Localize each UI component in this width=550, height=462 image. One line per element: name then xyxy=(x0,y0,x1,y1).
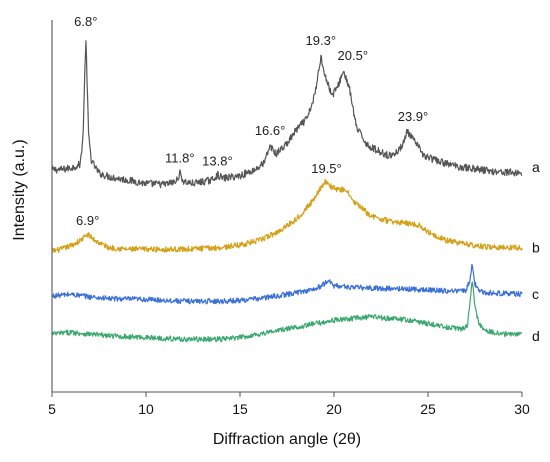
x-tick-label: 5 xyxy=(48,401,56,417)
series-labels: a b c d xyxy=(532,159,540,344)
series-label-a: a xyxy=(532,159,540,175)
peak-annotation: 11.8° xyxy=(165,151,195,166)
series-line-d xyxy=(51,281,523,343)
series-label-b: b xyxy=(532,240,540,256)
peak-annotation: 6.8° xyxy=(74,14,97,29)
peak-annotation: 23.9° xyxy=(398,109,429,124)
x-axis-title: Diffraction angle (2θ) xyxy=(213,431,361,448)
peak-annotation: 20.5° xyxy=(338,48,369,63)
x-ticks xyxy=(51,392,523,397)
peak-annotation: 6.9° xyxy=(76,213,99,228)
peak-annotation: 13.8° xyxy=(202,153,233,168)
x-tick-label: 15 xyxy=(232,401,248,417)
peak-annotation: 19.3° xyxy=(306,33,337,48)
x-tick-label: 25 xyxy=(420,401,436,417)
series-line-a xyxy=(51,40,523,189)
series-label-d: d xyxy=(532,328,540,344)
y-axis-title: Intensity (a.u.) xyxy=(11,139,28,240)
series-line-c xyxy=(51,263,523,305)
x-tick-label: 30 xyxy=(514,401,530,417)
x-tick-labels: 5 10 15 20 25 30 xyxy=(48,401,530,417)
x-tick-label: 10 xyxy=(138,401,154,417)
peak-annotation: 16.6° xyxy=(255,123,286,138)
x-tick-label: 20 xyxy=(326,401,342,417)
series-label-c: c xyxy=(532,286,539,302)
annotation-layer: 6.8° 11.8° 13.8° 16.6° 19.3°20.5° 23.9° 19.5° 6… xyxy=(74,14,428,228)
series-layer xyxy=(51,40,523,343)
peak-annotation: 19.5° xyxy=(311,161,342,176)
series-line-b xyxy=(51,178,523,253)
